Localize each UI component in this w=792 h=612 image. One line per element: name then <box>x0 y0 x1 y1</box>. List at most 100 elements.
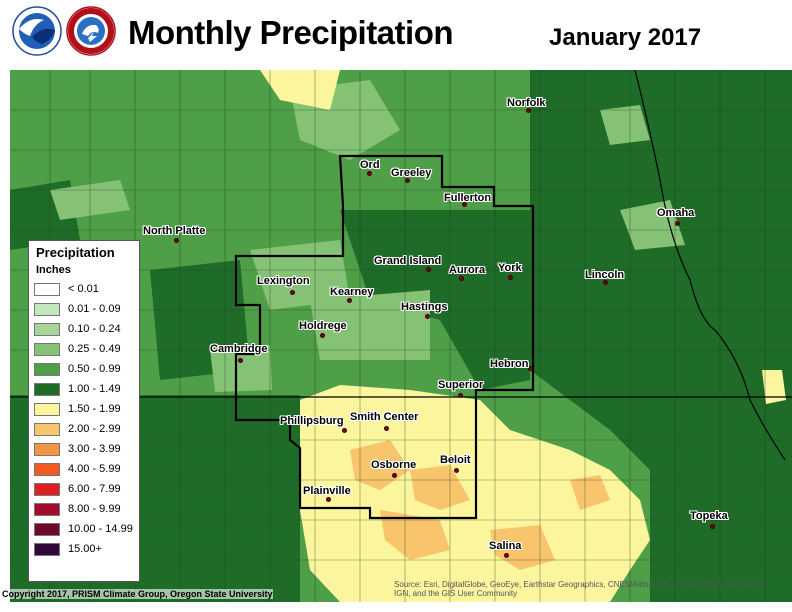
legend-swatch <box>34 542 60 556</box>
city-label-osborne: Osborne <box>371 459 417 471</box>
city-marker-superior <box>458 393 463 398</box>
legend-swatch <box>34 422 60 436</box>
city-label-topeka: Topeka <box>690 510 728 522</box>
national-weather-service-logo-icon <box>66 6 116 56</box>
city-marker-topeka <box>710 524 715 529</box>
city-marker-phillipsburg <box>342 428 347 433</box>
city-marker-plainville <box>326 497 331 502</box>
city-label-hebron: Hebron <box>490 358 529 370</box>
legend-row: 1.50 - 1.99 <box>34 399 134 419</box>
legend-label: 3.00 - 3.99 <box>68 443 121 455</box>
legend-swatch <box>34 462 60 476</box>
city-marker-fullerton <box>462 202 467 207</box>
legend-swatch <box>34 482 60 496</box>
city-label-ord: Ord <box>360 159 380 171</box>
legend-label: 1.50 - 1.99 <box>68 403 121 415</box>
city-label-kearney: Kearney <box>330 286 374 298</box>
legend-label: 8.00 - 9.99 <box>68 503 121 515</box>
city-marker-aurora <box>459 276 464 281</box>
legend-swatch <box>34 322 60 336</box>
city-marker-norfolk <box>526 108 531 113</box>
copyright-text: Copyright 2017, PRISM Climate Group, Ore… <box>2 589 273 599</box>
city-label-north-platte: North Platte <box>143 225 206 237</box>
precip-patch-northeast <box>600 105 650 145</box>
city-label-cambridge: Cambridge <box>210 343 268 355</box>
legend-swatch <box>34 502 60 516</box>
city-label-lincoln: Lincoln <box>585 269 625 281</box>
legend-row: 0.01 - 0.09 <box>34 299 134 319</box>
city-marker-york <box>508 275 513 280</box>
precip-patch-south <box>380 510 450 560</box>
city-marker-osborne <box>392 473 397 478</box>
legend-swatch <box>34 302 60 316</box>
legend-swatch <box>34 382 60 396</box>
legend-swatch <box>34 402 60 416</box>
city-marker-beloit <box>454 468 459 473</box>
city-marker-salina <box>504 553 509 558</box>
city-label-aurora: Aurora <box>449 264 486 276</box>
legend-swatch <box>34 522 60 536</box>
city-marker-cambridge <box>238 358 243 363</box>
city-marker-lexington <box>290 290 295 295</box>
legend-row: 4.00 - 5.99 <box>34 459 134 479</box>
city-label-beloit: Beloit <box>440 454 471 466</box>
date-label: January 2017 <box>549 24 702 51</box>
forecast-area-boundary <box>234 154 535 520</box>
city-marker-lincoln <box>603 280 608 285</box>
county-grid <box>10 70 792 602</box>
legend-row: 1.00 - 1.49 <box>34 379 134 399</box>
city-label-hastings: Hastings <box>401 301 448 313</box>
legend-row: 0.50 - 0.99 <box>34 359 134 379</box>
legend-row: 15.00+ <box>34 539 134 559</box>
city-marker-omaha <box>675 221 680 226</box>
legend-label: 15.00+ <box>68 543 102 555</box>
legend-row: 2.00 - 2.99 <box>34 419 134 439</box>
city-label-holdrege: Holdrege <box>299 320 347 332</box>
precip-zone-east-yellow <box>762 370 786 404</box>
legend-row: < 0.01 <box>34 279 134 299</box>
legend-label: 0.50 - 0.99 <box>68 363 121 375</box>
precip-patch-lexington <box>250 240 350 310</box>
legend-row: 8.00 - 9.99 <box>34 499 134 519</box>
city-label-salina: Salina <box>489 540 522 552</box>
precip-patch-omaha <box>620 200 685 250</box>
city-marker-hastings <box>425 314 430 319</box>
city-marker-holdrege <box>320 333 325 338</box>
legend-row: 6.00 - 7.99 <box>34 479 134 499</box>
legend-swatch <box>34 342 60 356</box>
missouri-river-border <box>634 70 786 461</box>
city-marker-hebron <box>528 366 533 371</box>
legend-label: 2.00 - 2.99 <box>68 423 121 435</box>
legend-label: 6.00 - 7.99 <box>68 483 121 495</box>
city-label-grand-island: Grand Island <box>374 255 442 267</box>
noaa-logo-icon <box>12 6 62 56</box>
precip-patch-salina <box>490 525 555 570</box>
city-marker-grand-island <box>426 267 431 272</box>
legend-row: 10.00 - 14.99 <box>34 519 134 539</box>
legend-swatch <box>34 282 60 296</box>
header: Monthly Precipitation January 2017 <box>0 0 792 72</box>
city-marker-kearney <box>347 298 352 303</box>
legend-label: 1.00 - 1.49 <box>68 383 121 395</box>
legend-title: Precipitation <box>36 245 115 260</box>
city-label-smith-center: Smith Center <box>350 411 419 423</box>
precipitation-map <box>10 70 792 602</box>
precip-zone-north-yellow <box>260 70 340 110</box>
legend-row: 3.00 - 3.99 <box>34 439 134 459</box>
city-label-fullerton: Fullerton <box>444 192 492 204</box>
source-credit-line-1: Source: Esri, DigitalGlobe, GeoEye, Eart… <box>394 580 766 589</box>
precip-zone-central <box>340 210 530 390</box>
precip-patch-cambridge <box>210 345 272 392</box>
city-label-norfolk: Norfolk <box>507 97 546 109</box>
city-marker-ord <box>367 171 372 176</box>
legend-rows: < 0.01 0.01 - 0.09 0.10 - 0.24 0.25 - 0.49 0… <box>34 279 134 559</box>
precip-patch-east-kansas <box>570 475 610 510</box>
legend-swatch <box>34 442 60 456</box>
legend: Precipitation Inches < 0.01 0.01 - 0.09 0.… <box>28 240 140 582</box>
page-title: Monthly Precipitation <box>128 14 454 51</box>
precip-patch-hastings <box>310 290 430 360</box>
legend-label: 0.01 - 0.09 <box>68 303 121 315</box>
city-label-omaha: Omaha <box>657 207 695 219</box>
legend-label: 0.25 - 0.49 <box>68 343 121 355</box>
precip-zone-east <box>530 70 792 602</box>
